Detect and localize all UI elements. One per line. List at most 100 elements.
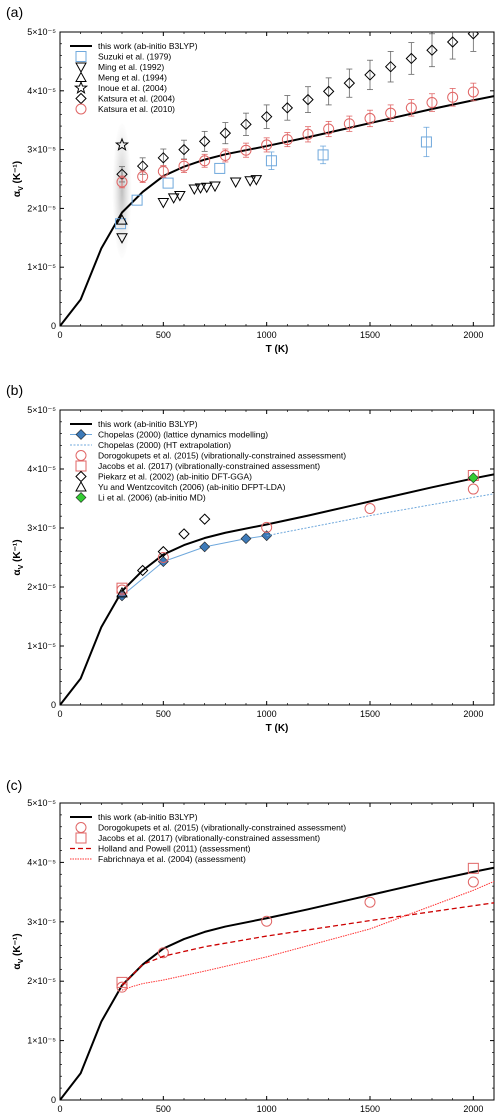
data-point	[384, 60, 397, 73]
legend-label: this work (ab-initio B3LYP)	[98, 419, 198, 429]
x-tick-label: 2000	[463, 709, 483, 719]
x-tick-label: 500	[156, 1104, 171, 1114]
x-tick-label: 500	[156, 330, 171, 340]
y-tick-label: 1×10⁻⁵	[27, 262, 56, 272]
data-point	[194, 183, 207, 194]
data-point	[209, 181, 221, 193]
data-point	[405, 102, 417, 114]
data-point	[323, 123, 335, 135]
y-axis-title: αV (K⁻¹)	[12, 161, 25, 197]
y-axis-units: (K⁻¹)	[12, 539, 23, 564]
legend-label: Fabrichnaya et al. (2004) (assessment)	[98, 854, 246, 864]
x-tick-label: 0	[57, 1104, 62, 1114]
data-point	[261, 915, 273, 927]
series-4	[114, 137, 130, 151]
y-axis-subscript: V	[18, 958, 25, 963]
series-3	[116, 483, 479, 596]
legend-label: Meng et al. (1994)	[98, 73, 167, 83]
legend-symbol	[75, 51, 87, 62]
y-axis-symbol: α	[12, 963, 23, 970]
data-point	[219, 127, 232, 139]
legend-label: Katsura et al. (2004)	[98, 94, 175, 104]
legend-symbol	[73, 80, 89, 95]
y-axis-title: αV (K⁻¹)	[12, 933, 25, 969]
data-point	[157, 947, 169, 959]
data-point	[136, 564, 149, 577]
legend-symbol	[75, 492, 87, 503]
data-point	[302, 93, 314, 106]
data-point	[167, 193, 180, 204]
data-point	[281, 134, 293, 146]
series-line	[60, 866, 494, 1100]
data-point	[219, 149, 231, 161]
legend: this work (ab-initio B3LYP)Dorogokupets …	[70, 812, 346, 864]
y-tick-label: 1×10⁻⁵	[27, 1036, 56, 1046]
legend-symbol	[75, 429, 87, 440]
legend-label: Piekarz et al. (2002) (ab-initio DFT-GGA…	[98, 472, 252, 482]
series-1	[115, 126, 432, 230]
legend-label: Katsura et al. (2010)	[98, 104, 175, 114]
x-tick-label: 0	[57, 709, 62, 719]
legend-label: Holland and Powell (2011) (assessment)	[98, 844, 251, 854]
data-point	[116, 976, 128, 988]
plot-frame	[59, 802, 495, 1101]
data-point	[467, 862, 479, 874]
data-point	[343, 77, 356, 89]
series-7	[467, 472, 479, 484]
y-tick-label: 3×10⁻⁵	[27, 145, 56, 155]
y-tick-label: 2×10⁻⁵	[27, 203, 56, 213]
series-line	[266, 493, 494, 537]
legend-symbol	[75, 822, 87, 833]
x-tick-label: 1500	[360, 709, 380, 719]
data-point	[317, 149, 329, 161]
y-tick-label: 4×10⁻⁵	[27, 464, 56, 474]
legend-label: Jacobs et al. (2017) (vibrationally-cons…	[98, 833, 320, 843]
data-point	[157, 152, 170, 164]
data-point	[467, 32, 480, 40]
data-point	[364, 69, 376, 81]
data-point	[240, 144, 252, 156]
data-point	[261, 139, 273, 151]
data-point	[250, 175, 263, 186]
data-point	[116, 214, 128, 225]
x-tick-label: 1000	[257, 330, 277, 340]
data-point	[229, 177, 242, 188]
legend-symbol	[75, 92, 87, 105]
data-point	[364, 896, 376, 908]
data-point	[157, 552, 169, 563]
y-tick-label: 0	[51, 700, 56, 710]
data-point	[178, 160, 190, 172]
data-point	[200, 182, 213, 194]
y-tick-label: 1×10⁻⁵	[27, 641, 56, 651]
legend-label: this work (ab-initio B3LYP)	[98, 812, 198, 822]
data-point	[199, 155, 211, 167]
y-tick-label: 5×10⁻⁵	[27, 405, 56, 415]
series-4	[121, 880, 494, 991]
data-point	[467, 483, 479, 495]
legend-symbol	[75, 480, 87, 492]
data-point	[131, 194, 143, 206]
legend-label: Suzuki et al. (1979)	[98, 52, 171, 62]
panel-label: (b)	[6, 382, 23, 398]
series-line	[121, 880, 494, 991]
data-point	[426, 97, 438, 109]
series-2	[116, 862, 479, 988]
y-tick-label: 2×10⁻⁵	[27, 582, 56, 592]
data-point	[137, 171, 149, 183]
plot-area	[60, 32, 494, 326]
x-tick-label: 500	[156, 709, 171, 719]
data-point	[364, 503, 376, 515]
data-point	[157, 545, 170, 558]
data-point	[162, 177, 174, 189]
x-tick-label: 1500	[360, 330, 380, 340]
legend-label: Jacobs et al. (2017) (vibrationally-cons…	[98, 461, 320, 471]
data-point	[198, 513, 211, 525]
y-tick-label: 4×10⁻⁵	[27, 86, 56, 96]
series-1	[116, 876, 479, 993]
legend-label: Dorogokupets et al. (2015) (vibrationall…	[98, 823, 346, 833]
legend-label: this work (ab-initio B3LYP)	[98, 41, 198, 51]
series-2	[266, 493, 494, 537]
data-point	[467, 472, 479, 484]
x-tick-label: 1000	[257, 709, 277, 719]
